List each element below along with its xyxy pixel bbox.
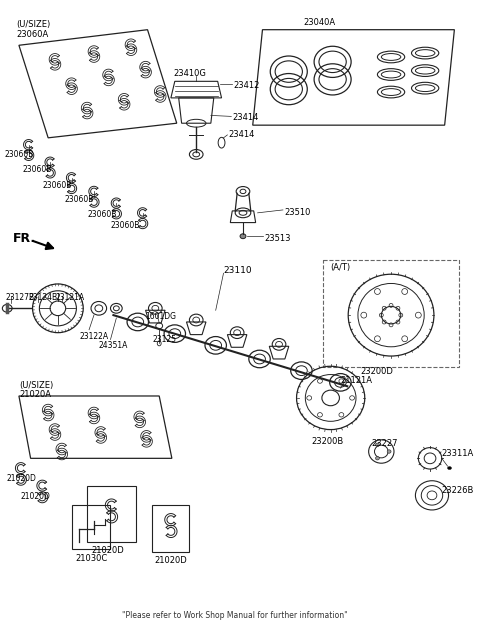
Text: 23121A: 23121A — [56, 292, 85, 301]
Text: 23513: 23513 — [264, 234, 291, 243]
Text: 23414: 23414 — [232, 113, 259, 122]
Text: 23226B: 23226B — [442, 486, 474, 495]
Ellipse shape — [375, 456, 379, 460]
Text: 24351A: 24351A — [99, 341, 128, 351]
Ellipse shape — [240, 234, 246, 239]
Bar — [87, 486, 136, 542]
Text: 23200B: 23200B — [311, 437, 343, 446]
Text: (U/SIZE): (U/SIZE) — [19, 381, 53, 390]
Text: 23227: 23227 — [372, 439, 398, 448]
Text: 23110: 23110 — [224, 266, 252, 275]
Text: FR.: FR. — [13, 232, 36, 245]
Text: 23040A: 23040A — [303, 18, 336, 27]
Text: 23124B: 23124B — [29, 292, 58, 301]
Text: 23060B: 23060B — [65, 195, 94, 204]
Ellipse shape — [387, 450, 391, 453]
Text: (U/SIZE): (U/SIZE) — [16, 20, 50, 29]
Text: 23311A: 23311A — [442, 449, 474, 458]
Text: 23060B: 23060B — [23, 165, 52, 174]
Text: 23127B: 23127B — [5, 292, 35, 301]
Text: 23200D: 23200D — [360, 367, 393, 376]
Text: 23060B: 23060B — [4, 150, 34, 159]
Text: 23060B: 23060B — [42, 180, 72, 189]
Text: "Please refer to Work Shop Manual for further information": "Please refer to Work Shop Manual for fu… — [122, 611, 348, 620]
Text: 23060B: 23060B — [87, 210, 117, 219]
Ellipse shape — [375, 443, 379, 447]
Bar — [323, 260, 459, 367]
Text: 21020D: 21020D — [155, 556, 187, 564]
Text: 21121A: 21121A — [340, 376, 372, 385]
Text: 23060B: 23060B — [110, 221, 140, 230]
Text: 23510: 23510 — [284, 208, 310, 217]
Text: 1601DG: 1601DG — [145, 312, 177, 321]
Text: 23060A: 23060A — [16, 29, 48, 38]
Bar — [72, 505, 110, 549]
Text: 23410G: 23410G — [173, 68, 206, 77]
Text: (A/T): (A/T) — [331, 264, 351, 273]
Text: 23125: 23125 — [152, 335, 176, 344]
Bar — [152, 505, 190, 552]
Text: 21020A: 21020A — [19, 390, 51, 399]
Text: 21020D: 21020D — [91, 546, 124, 555]
Ellipse shape — [447, 467, 452, 470]
Text: 21030C: 21030C — [75, 554, 108, 563]
Text: 21020D: 21020D — [21, 492, 51, 501]
Text: 23414: 23414 — [228, 130, 255, 139]
Text: 23412: 23412 — [233, 81, 260, 90]
Text: 21020D: 21020D — [6, 474, 36, 483]
Text: 23122A: 23122A — [79, 332, 108, 340]
